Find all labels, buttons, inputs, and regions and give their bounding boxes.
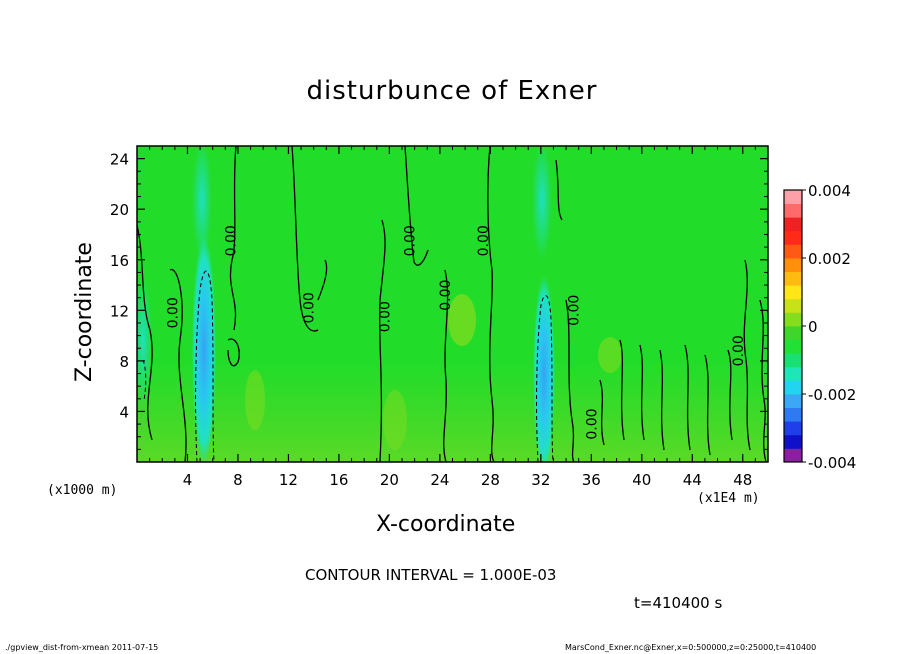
field-yellow-patch-3 (245, 370, 265, 430)
x-tick-label: 36 (582, 471, 601, 489)
field-negative-core-right (533, 275, 555, 462)
colorbar-segment (784, 217, 802, 232)
y-tick-label: 8 (119, 353, 129, 371)
contour-labels: 0.00 0.00 0.00 0.00 0.00 0.00 0.00 0.00 0.00 0.00 (165, 225, 746, 439)
colorbar-segment (784, 203, 802, 218)
y-axis-label: Z-coordinate (72, 242, 97, 382)
y-axis-ticks: 4 8 12 16 20 24 (110, 151, 768, 450)
y-tick-label: 24 (110, 151, 129, 169)
contour-label: 0.00 (302, 292, 318, 323)
colorbar-segment (784, 380, 802, 395)
colorbar-tick-label: -0.002 (808, 386, 856, 404)
contour-interval-text: CONTOUR INTERVAL = 1.000E-03 (305, 566, 557, 584)
x-axis-unit: (x1000 m) (47, 483, 118, 498)
y-tick-label: 4 (119, 403, 129, 421)
x-tick-label: 40 (632, 471, 651, 489)
colorbar-segment (784, 394, 802, 408)
field-upper-cyan-right (532, 146, 552, 260)
field-yellow-patch-1 (448, 294, 476, 346)
chart-title: disturbunce of Exner (306, 76, 598, 106)
x-tick-label: 16 (329, 471, 348, 489)
plot-area (137, 146, 768, 462)
colorbar-segment (784, 448, 802, 463)
colorbar-segment (784, 258, 802, 272)
x-tick-label: 32 (531, 471, 550, 489)
colorbar-tick-label: 0 (808, 318, 818, 336)
x-tick-label: 8 (233, 471, 243, 489)
x-axis-unit-secondary: (x1E4 m) (697, 491, 760, 506)
footer-right-text: MarsCond_Exner.nc@Exner,x=0:500000,z=0:2… (565, 643, 817, 652)
colorbar-segment (784, 285, 802, 300)
field-cyan-edge-left (137, 275, 152, 405)
footer-left-text: ./gpview_dist-from-xmean 2011-07-15 (5, 643, 159, 652)
colorbar: 0.004 0.002 0 -0.002 -0.004 (783, 182, 856, 472)
colorbar-segment (784, 407, 802, 422)
x-tick-label: 12 (279, 471, 298, 489)
x-tick-label: 24 (430, 471, 449, 489)
contour-lines-negative (142, 270, 554, 462)
colorbar-tick-label: -0.004 (808, 454, 856, 472)
y-tick-label: 12 (110, 302, 129, 320)
y-tick-label: 16 (110, 252, 129, 270)
field-yellow-patch-2 (598, 337, 622, 373)
x-tick-label: 44 (683, 471, 702, 489)
colorbar-tick-label: 0.004 (808, 182, 851, 200)
colorbar-segment (784, 326, 802, 340)
contour-label: 0.00 (403, 225, 419, 256)
field-yellow-patch-4 (383, 390, 407, 450)
contour-label: 0.00 (438, 280, 454, 311)
colorbar-segment (784, 339, 802, 354)
field-upper-cyan-left (192, 146, 212, 260)
contour-label: 0.00 (377, 301, 393, 332)
colorbar-segment (784, 244, 802, 259)
contour-label: 0.00 (731, 335, 747, 366)
colorbar-segment (784, 353, 802, 368)
field-lower-band (137, 360, 768, 462)
colorbar-segment (784, 298, 802, 313)
contour-label: 0.00 (165, 297, 181, 328)
field-negative-core-left (192, 235, 216, 462)
y-tick-label: 20 (110, 201, 129, 219)
colorbar-segment (784, 434, 802, 449)
colorbar-segment (784, 366, 802, 381)
colorbar-tick-label: 0.002 (808, 250, 851, 268)
colorbar-segment (784, 271, 802, 286)
x-axis-ticks: 4 8 12 16 20 24 28 32 36 40 44 48 (149, 146, 756, 489)
contour-label: 0.00 (584, 408, 600, 439)
x-axis-label: X-coordinate (376, 512, 516, 537)
colorbar-segment (784, 312, 802, 327)
x-tick-label: 4 (183, 471, 193, 489)
x-tick-label: 28 (481, 471, 500, 489)
x-tick-label: 20 (380, 471, 399, 489)
contour-lines (137, 146, 767, 462)
contour-label: 0.00 (223, 225, 239, 256)
contour-label: 0.00 (476, 225, 492, 256)
colorbar-segment (784, 230, 802, 245)
x-tick-label: 48 (733, 471, 752, 489)
contour-label: 0.00 (567, 295, 583, 326)
colorbar-segment (784, 190, 802, 204)
colorbar-segment (784, 421, 802, 436)
time-label: t=410400 s (634, 594, 723, 612)
